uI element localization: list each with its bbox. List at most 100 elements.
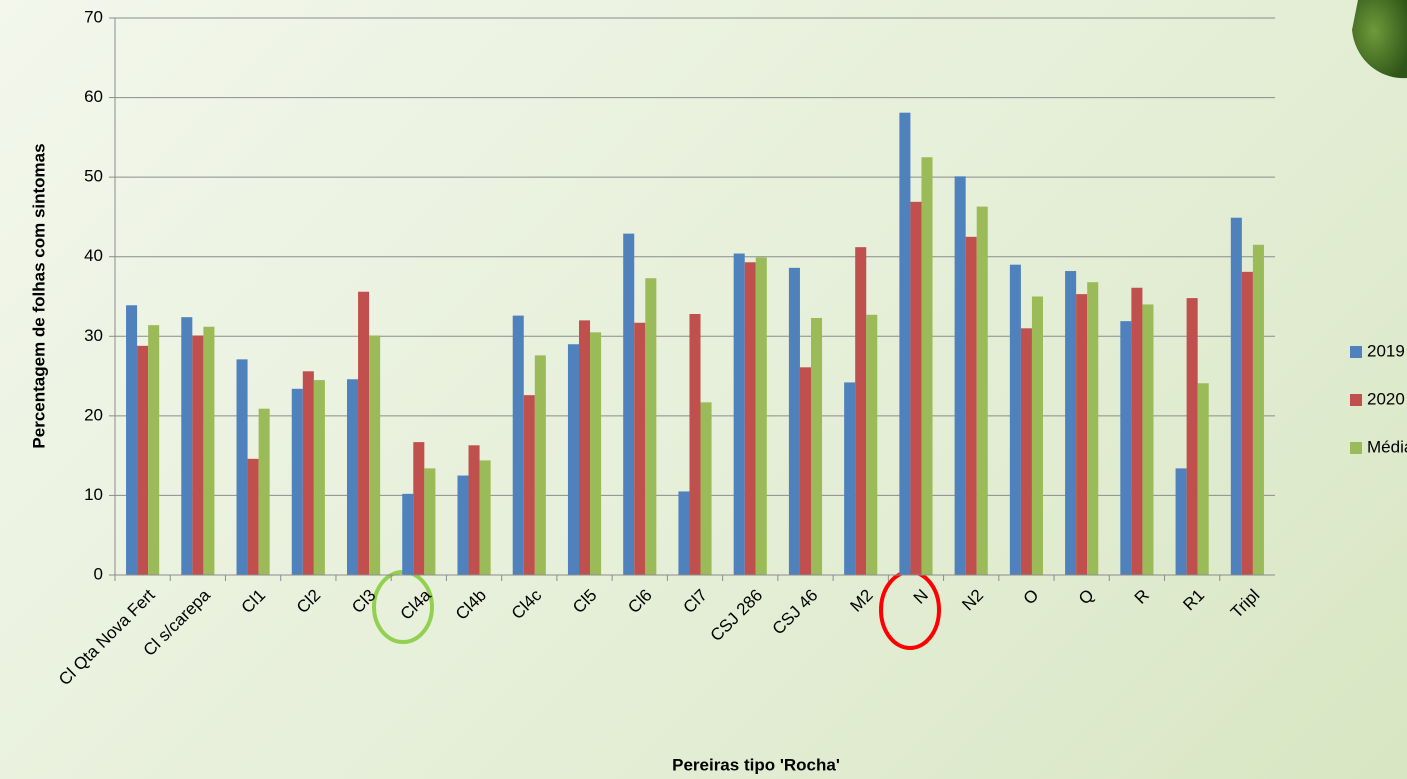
bar — [579, 320, 591, 575]
x-axis-label: Pereiras tipo 'Rocha' — [672, 755, 840, 774]
bar — [855, 247, 867, 575]
bar — [1065, 271, 1077, 575]
bar — [126, 305, 138, 575]
legend-swatch — [1350, 346, 1362, 358]
bar — [523, 395, 535, 575]
bar — [424, 468, 436, 575]
bar — [733, 253, 745, 575]
bar — [678, 491, 690, 575]
bar — [181, 317, 193, 575]
bar — [645, 278, 657, 575]
bar — [148, 325, 160, 575]
bar — [788, 267, 800, 575]
bar — [457, 475, 469, 575]
legend-label: 2019 — [1367, 341, 1405, 360]
bar — [1142, 304, 1154, 575]
y-tick-label: 70 — [84, 7, 103, 26]
bar — [468, 445, 480, 575]
y-tick-label: 30 — [84, 326, 103, 345]
x-tick-label: Cl2 — [293, 586, 324, 617]
bar — [700, 402, 712, 575]
bar — [1175, 468, 1187, 575]
y-tick-label: 40 — [84, 246, 103, 265]
x-tick-label: R1 — [1179, 586, 1208, 615]
bar — [976, 206, 988, 575]
bar — [479, 460, 491, 575]
bar — [247, 458, 259, 575]
x-tick-label: M2 — [847, 586, 877, 616]
bar — [1120, 321, 1132, 575]
highlight-circle — [879, 570, 941, 650]
x-tick-label: Cl6 — [624, 586, 655, 617]
y-tick-label: 0 — [94, 564, 103, 583]
y-axis-label: Percentagem de folhas com sintomas — [29, 143, 48, 448]
bar — [1230, 217, 1242, 575]
bar — [1076, 294, 1088, 575]
bar — [203, 326, 215, 575]
bar — [358, 291, 370, 575]
bar — [1031, 296, 1043, 575]
bar — [866, 314, 878, 575]
bar — [1252, 244, 1264, 575]
bar — [1020, 328, 1032, 575]
x-tick-label: Cl Qta Nova Fert — [55, 585, 159, 689]
x-tick-label: CSJ 286 — [707, 586, 767, 646]
bar — [236, 359, 248, 575]
bar — [567, 344, 579, 575]
bar — [689, 314, 701, 575]
bar — [811, 317, 823, 575]
bar — [1197, 383, 1209, 575]
x-tick-label: Cl1 — [238, 586, 269, 617]
bar — [534, 355, 546, 575]
x-tick-label: R — [1131, 586, 1153, 608]
bar — [623, 233, 635, 576]
legend-label: Média — [1367, 437, 1407, 456]
bar — [369, 335, 381, 575]
bar — [954, 176, 966, 575]
y-tick-label: 60 — [84, 87, 103, 106]
bar — [965, 236, 977, 576]
x-tick-label: Cl4b — [452, 586, 490, 624]
y-tick-label: 20 — [84, 405, 103, 424]
bar — [910, 201, 922, 575]
bar — [512, 315, 524, 575]
bar — [744, 262, 756, 575]
bar — [1131, 287, 1143, 575]
bar — [347, 379, 359, 575]
x-tick-label: Q — [1075, 586, 1098, 609]
x-tick-label: Cl5 — [569, 586, 600, 617]
bar — [1186, 298, 1198, 575]
x-tick-label: CSJ 46 — [769, 586, 822, 639]
bar — [634, 322, 646, 575]
bar — [1241, 271, 1253, 575]
legend-label: 2020 — [1367, 389, 1405, 408]
legend-swatch — [1350, 442, 1362, 454]
bar — [799, 367, 811, 575]
bar — [899, 112, 911, 575]
bar — [1087, 282, 1099, 575]
legend-swatch — [1350, 394, 1362, 406]
bar — [755, 257, 767, 575]
bar — [921, 157, 933, 575]
x-tick-label: Cl4c — [508, 585, 546, 623]
bar — [402, 493, 414, 575]
x-tick-label: Tripl — [1227, 586, 1263, 622]
x-tick-label: N — [910, 586, 932, 608]
bar — [302, 371, 314, 575]
bar — [313, 380, 325, 575]
y-tick-label: 10 — [84, 485, 103, 504]
bar — [192, 335, 204, 575]
y-tick-label: 50 — [84, 167, 103, 186]
x-tick-label: Cl7 — [680, 586, 711, 617]
leaf-decoration — [1352, 0, 1407, 79]
x-tick-label: O — [1020, 586, 1043, 609]
bar — [137, 345, 149, 575]
bar — [1009, 264, 1021, 575]
bar — [844, 382, 856, 575]
bar — [590, 332, 602, 575]
bar — [291, 388, 303, 575]
bar — [413, 442, 425, 575]
x-tick-label: N2 — [958, 586, 987, 615]
bar — [258, 408, 270, 575]
